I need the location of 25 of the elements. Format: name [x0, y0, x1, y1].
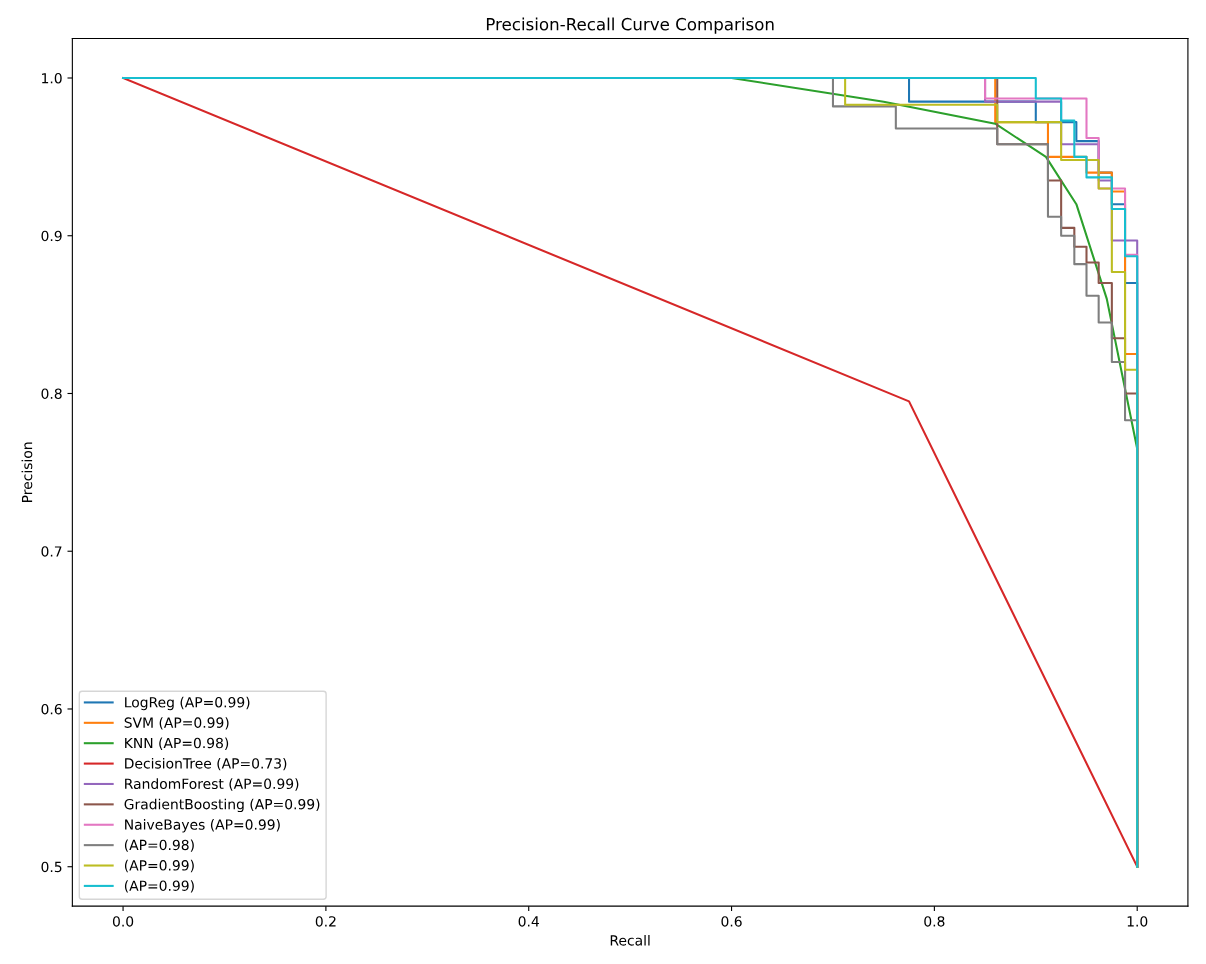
legend-label: NaiveBayes (AP=0.99): [125, 819, 280, 833]
legend-label: KNN (AP=0.98): [125, 737, 229, 750]
legend-label: DecisionTree (AP=0.73): [125, 757, 287, 771]
legend-label: (AP=0.99): [124, 880, 194, 893]
legend-label: GradientBoosting (AP=0.99): [124, 798, 320, 813]
x-tick-label: 0.4: [518, 916, 539, 927]
x-tick-label: 0.8: [924, 916, 945, 927]
y-tick-label: 0.7: [41, 546, 62, 557]
y-tick-label: 1.0: [42, 72, 62, 84]
y-tick-label: 0.8: [41, 388, 62, 399]
y-axis-title: Precision: [21, 442, 33, 502]
legend-label: SVM (AP=0.99): [124, 717, 229, 730]
y-tick-label: 0.6: [41, 703, 62, 715]
legend-label: LogReg (AP=0.99): [125, 696, 250, 711]
x-tick-label: 0.0: [112, 916, 134, 927]
y-tick-label: 0.9: [41, 230, 62, 242]
chart-title: Precision-Recall Curve Comparison: [486, 17, 774, 34]
y-tick-label: 0.5: [41, 861, 62, 873]
x-tick-label: 0.2: [315, 916, 336, 927]
x-axis-title: Recall: [610, 934, 650, 946]
x-tick-label: 1.0: [1127, 916, 1148, 927]
legend-label: (AP=0.98): [124, 839, 194, 852]
legend-label: (AP=0.99): [124, 859, 194, 873]
x-tick-label: 0.6: [721, 916, 742, 927]
legend-label: RandomForest (AP=0.99): [125, 778, 299, 791]
